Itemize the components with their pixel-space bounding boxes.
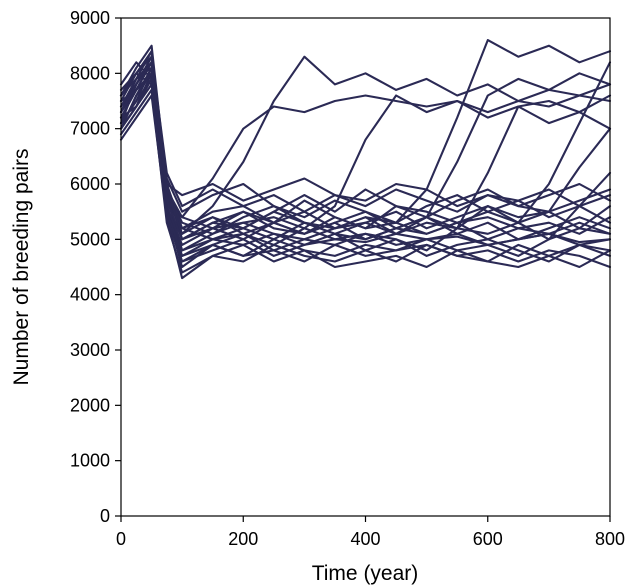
y-axis: 0 1000 2000 3000 4000 5000 6000 7000 8000 9000 [70, 8, 121, 526]
series-line-17 [119, 55, 612, 235]
series-line-13 [119, 88, 612, 274]
y-tick-label: 5000 [70, 229, 110, 249]
y-tick-label: 9000 [70, 8, 110, 28]
x-tick-label: 800 [595, 529, 625, 549]
series-line-23 [119, 66, 612, 235]
x-tick-label: 600 [473, 529, 503, 549]
y-tick-label: 7000 [70, 119, 110, 139]
y-axis-title: Number of breeding pairs [10, 149, 33, 386]
x-axis: 0 200 400 600 800 [116, 516, 625, 549]
y-tick-label: 2000 [70, 395, 110, 415]
series-line-15 [119, 55, 612, 213]
series-line-24 [119, 83, 612, 263]
y-tick-label: 0 [100, 506, 110, 526]
x-axis-title: Time (year) [312, 562, 419, 585]
x-tick-label: 0 [116, 529, 126, 549]
x-tick-label: 400 [350, 529, 380, 549]
series-line-22 [119, 61, 612, 241]
y-tick-label: 8000 [70, 63, 110, 83]
y-tick-label: 3000 [70, 340, 110, 360]
series-group [119, 39, 612, 280]
y-tick-label: 4000 [70, 285, 110, 305]
x-tick-label: 200 [228, 529, 258, 549]
y-tick-label: 6000 [70, 174, 110, 194]
y-tick-label: 1000 [70, 451, 110, 471]
series-line-20 [119, 55, 612, 235]
